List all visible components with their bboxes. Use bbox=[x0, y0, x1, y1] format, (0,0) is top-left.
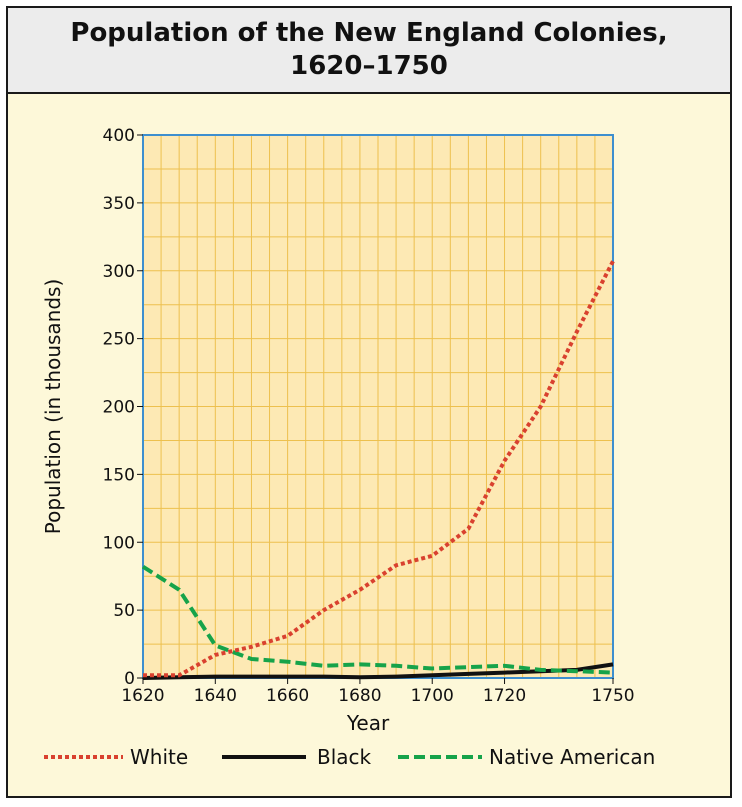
y-tick-label: 150 bbox=[103, 465, 135, 485]
y-tick-label: 400 bbox=[103, 126, 135, 146]
x-axis-label: Year bbox=[346, 711, 390, 735]
y-tick-label: 300 bbox=[103, 262, 135, 282]
x-tick-label: 1720 bbox=[483, 686, 526, 706]
series-line-black bbox=[142, 662, 614, 680]
legend-label: Black bbox=[317, 745, 372, 769]
y-tick-label: 200 bbox=[103, 398, 135, 418]
x-tick-label: 1640 bbox=[194, 686, 237, 706]
legend-label: White bbox=[130, 745, 188, 769]
y-tick-label: 100 bbox=[103, 533, 135, 553]
x-tick-label: 1660 bbox=[266, 686, 309, 706]
legend-label: Native American bbox=[489, 745, 655, 769]
legend-item-native-american: Native American bbox=[398, 745, 655, 769]
legend-item-white: White bbox=[44, 745, 188, 769]
chart-title-line-2: 1620–1750 bbox=[290, 51, 448, 81]
chart-title-line-1: Population of the New England Colonies, bbox=[70, 18, 668, 48]
x-tick-label: 1620 bbox=[121, 686, 164, 706]
y-tick-label: 0 bbox=[124, 669, 135, 689]
y-tick-label: 250 bbox=[103, 330, 135, 350]
x-tick-label: 1700 bbox=[411, 686, 454, 706]
chart-title-box: Population of the New England Colonies, … bbox=[8, 8, 730, 94]
y-tick-label: 350 bbox=[103, 194, 135, 214]
y-axis-label: Population (in thousands) bbox=[41, 279, 65, 535]
series-line-white bbox=[143, 260, 615, 678]
x-tick-label: 1680 bbox=[338, 686, 381, 706]
x-tick-label: 1750 bbox=[591, 686, 634, 706]
series-line-native-american bbox=[141, 565, 614, 675]
y-tick-label: 50 bbox=[113, 601, 135, 621]
legend-item-black: Black bbox=[222, 745, 372, 769]
